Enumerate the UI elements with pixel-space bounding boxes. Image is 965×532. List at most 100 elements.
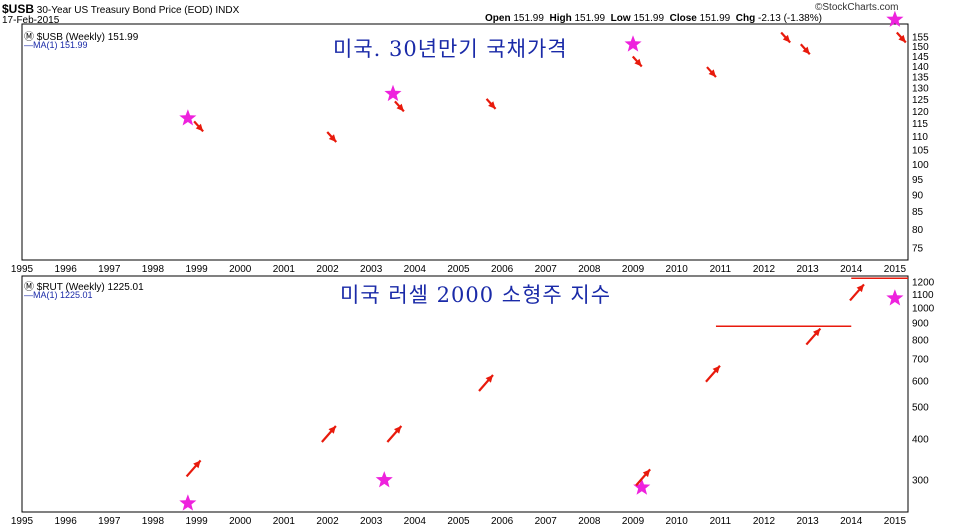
close-label: Close <box>669 13 697 24</box>
top-xtick-2013: 2013 <box>796 264 819 275</box>
bottom-legend: Ⓜ $RUT (Weekly) 1225.01 <box>24 282 144 293</box>
top-xtick-1995: 1995 <box>11 264 34 275</box>
top-xtick-1996: 1996 <box>55 264 78 275</box>
arrow-top-2015 <box>896 31 907 44</box>
bottom-ytick-900: 900 <box>912 318 929 329</box>
close-value: 151.99 <box>699 13 731 24</box>
top-xtick-2008: 2008 <box>578 264 601 275</box>
star-bottom-2015 <box>886 289 904 306</box>
top-xtick-2000: 2000 <box>229 264 252 275</box>
arrow-bottom-2010-head <box>712 365 720 374</box>
top-ytick-130: 130 <box>912 84 929 95</box>
arrow-bottom-1999 <box>185 459 202 478</box>
bottom-ytick-800: 800 <box>912 335 929 346</box>
bottom-korean-title: 미국 러셀 2000 소형주 지수 <box>340 283 612 307</box>
top-xtick-2015: 2015 <box>884 264 907 275</box>
arrow-bottom-2014-head <box>856 284 864 293</box>
star-top-2003 <box>384 84 402 102</box>
bottom-xtick-2015: 2015 <box>884 516 907 527</box>
bottom-xtick-2008: 2008 <box>578 516 601 527</box>
star-top-2009 <box>624 35 642 52</box>
star-bottom-1998 <box>179 494 197 511</box>
top-ytick-75: 75 <box>912 244 924 255</box>
arrow-bottom-2010 <box>705 365 721 383</box>
top-ytick-155: 155 <box>912 32 929 43</box>
open-label: Open <box>485 13 511 24</box>
bottom-xtick-1999: 1999 <box>185 516 208 527</box>
arrow-bottom-2005-head <box>485 374 494 383</box>
bottom-xtick-2012: 2012 <box>753 516 776 527</box>
low-label: Low <box>610 13 631 24</box>
arrow-top-1999 <box>193 120 204 133</box>
axes-group: 1995 1996 1997 1998 1999 2000 2001 2002 2003 2004… <box>11 23 935 527</box>
arrow-top-2012 <box>780 31 791 44</box>
chart-header: $USB 30-Year US Treasury Bond Price (EOD… <box>2 2 239 16</box>
top-xtick-2009: 2009 <box>622 264 645 275</box>
bottom-xtick-1997: 1997 <box>98 516 121 527</box>
top-ytick-150: 150 <box>912 42 929 53</box>
star-top-1998 <box>179 109 197 126</box>
star-bottom-2003 <box>375 471 393 488</box>
top-ytick-105: 105 <box>912 146 929 157</box>
top-xtick-2001: 2001 <box>273 264 296 275</box>
bottom-xtick-2001: 2001 <box>273 516 296 527</box>
bottom-ytick-1200: 1200 <box>912 277 935 288</box>
arrow-top-2012-head <box>782 34 791 43</box>
top-ytick-140: 140 <box>912 62 929 73</box>
arrow-top-2010-head <box>708 69 716 78</box>
bottom-ytick-1000: 1000 <box>912 303 935 314</box>
bottom-ytick-400: 400 <box>912 434 929 445</box>
bottom-xtick-2007: 2007 <box>535 516 558 527</box>
bottom-xtick-2013: 2013 <box>796 516 819 527</box>
low-value: 151.99 <box>633 13 665 24</box>
arrow-top-2009 <box>631 55 643 68</box>
top-plot-frame <box>21 23 909 261</box>
top-xtick-1998: 1998 <box>142 264 165 275</box>
arrow-top-2002-head <box>328 134 337 142</box>
bottom-ytick-600: 600 <box>912 376 929 387</box>
arrow-bottom-2013 <box>805 327 822 346</box>
top-xtick-2003: 2003 <box>360 264 383 275</box>
arrow-bottom-2009-head <box>642 469 651 478</box>
top-ytick-115: 115 <box>912 119 928 130</box>
top-xtick-1999: 1999 <box>185 264 208 275</box>
top-ytick-135: 135 <box>912 73 929 84</box>
top-xtick-2007: 2007 <box>535 264 558 275</box>
top-ytick-120: 120 <box>912 107 929 118</box>
bottom-xtick-2005: 2005 <box>447 516 470 527</box>
high-label: High <box>549 13 572 24</box>
top-ytick-125: 125 <box>912 95 929 106</box>
top-korean-title: 미국. 30년만기 국채가격 <box>333 37 568 61</box>
bottom-plot-frame <box>21 275 909 513</box>
top-ytick-110: 110 <box>912 132 928 143</box>
bottom-ma-legend: —MA(1) 1225.01 <box>24 290 93 300</box>
star-bottom-2009 <box>633 478 651 495</box>
arrow-bottom-2003 <box>386 425 403 443</box>
top-ytick-95: 95 <box>912 175 924 186</box>
bottom-xtick-1995: 1995 <box>11 516 34 527</box>
top-xtick-2010: 2010 <box>666 264 689 275</box>
bottom-xtick-2004: 2004 <box>404 516 427 527</box>
bottom-ytick-500: 500 <box>912 403 929 414</box>
arrow-top-2009-head <box>634 58 642 67</box>
bottom-ytick-1100: 1100 <box>912 290 934 301</box>
bottom-ytick-700: 700 <box>912 354 929 365</box>
bottom-xtick-2009: 2009 <box>622 516 645 527</box>
star-top-2015 <box>886 10 904 27</box>
bottom-xtick-2002: 2002 <box>316 516 339 527</box>
arrow-bottom-2014 <box>849 283 865 302</box>
arrow-bottom-2013-head <box>813 328 821 337</box>
arrow-top-2003-head <box>396 103 404 112</box>
ohlc-readout: Open 151.99 High 151.99 Low 151.99 Close… <box>485 13 822 24</box>
arrow-top-2013 <box>799 43 811 55</box>
arrow-top-2003 <box>394 100 405 113</box>
bottom-xtick-2006: 2006 <box>491 516 514 527</box>
arrow-top-2005 <box>485 98 497 110</box>
arrow-bottom-2003-head <box>394 425 402 434</box>
top-xtick-2012: 2012 <box>753 264 776 275</box>
arrow-bottom-2002 <box>321 425 337 443</box>
arrow-top-2015-head <box>898 34 906 43</box>
top-ma-legend: —MA(1) 151.99 <box>24 40 88 50</box>
arrow-top-2013-head <box>802 46 810 55</box>
